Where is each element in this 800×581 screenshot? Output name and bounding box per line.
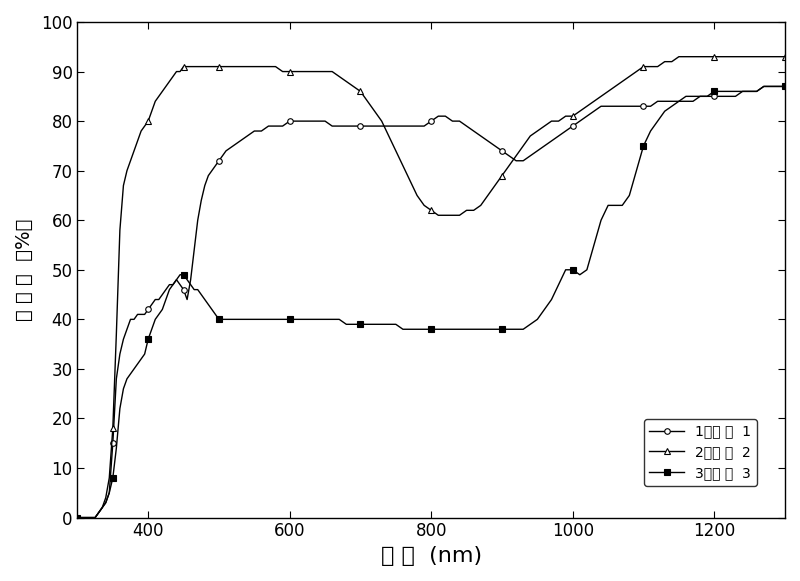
Line: 3：样 品  3: 3：样 品 3 bbox=[74, 84, 788, 521]
1：样 品  1 bbox=[462, 123, 471, 130]
1：样 品  1 bbox=[504, 152, 514, 159]
2：样 品  2 bbox=[780, 53, 790, 60]
2：样 品  2 bbox=[115, 227, 125, 234]
3：样 品  3 bbox=[172, 276, 182, 283]
1：样 品  1 bbox=[292, 117, 302, 124]
1：样 品  1 bbox=[172, 276, 182, 283]
Line: 1：样 品  1: 1：样 品 1 bbox=[74, 84, 788, 521]
X-axis label: 波 长  (nm): 波 长 (nm) bbox=[381, 546, 482, 566]
3：样 品  3 bbox=[73, 514, 82, 521]
2：样 品  2 bbox=[73, 514, 82, 521]
Line: 2：样 品  2: 2：样 品 2 bbox=[74, 54, 788, 521]
1：样 品  1 bbox=[73, 514, 82, 521]
Y-axis label: 透 过 率  （%）: 透 过 率 （%） bbox=[15, 218, 34, 321]
1：样 品  1 bbox=[780, 83, 790, 90]
3：样 品  3 bbox=[780, 83, 790, 90]
2：样 品  2 bbox=[172, 68, 182, 75]
1：样 品  1 bbox=[723, 93, 733, 100]
3：样 品  3 bbox=[462, 326, 471, 333]
Legend: 1：样 品  1, 2：样 品  2, 3：样 品  3: 1：样 品 1, 2：样 品 2, 3：样 品 3 bbox=[644, 419, 757, 486]
3：样 品  3 bbox=[723, 88, 733, 95]
3：样 品  3 bbox=[292, 316, 302, 323]
2：样 品  2 bbox=[504, 162, 514, 169]
1：样 品  1 bbox=[759, 83, 769, 90]
2：样 品  2 bbox=[730, 53, 740, 60]
3：样 品  3 bbox=[759, 83, 769, 90]
2：样 品  2 bbox=[292, 68, 302, 75]
2：样 品  2 bbox=[674, 53, 684, 60]
1：样 品  1 bbox=[115, 350, 125, 357]
3：样 品  3 bbox=[115, 405, 125, 412]
3：样 品  3 bbox=[504, 326, 514, 333]
2：样 品  2 bbox=[462, 207, 471, 214]
